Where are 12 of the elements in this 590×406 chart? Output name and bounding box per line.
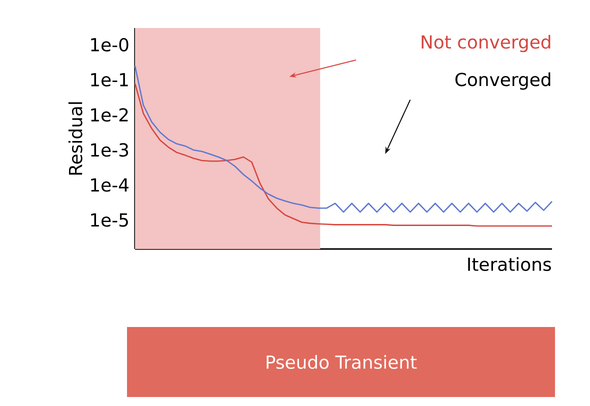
- annotation: Converged: [455, 72, 550, 90]
- y-tick-label: 1e-0: [91, 38, 128, 52]
- y-tick-label: 1e-4: [91, 178, 128, 192]
- y-tick-label: 1e-2: [91, 108, 128, 122]
- annotation: Not converged: [422, 34, 550, 52]
- y-axis-title: Residual: [68, 102, 82, 175]
- text: Pseudo Transient: [266, 355, 417, 369]
- x-axis-title: Iterations: [468, 257, 551, 272]
- y-tick-label: 1e-3: [91, 143, 128, 157]
- y-tick-label: 1e-5: [91, 213, 128, 227]
- line-series: [134, 65, 553, 213]
- y-tick-label: 1e-1: [91, 73, 128, 86]
